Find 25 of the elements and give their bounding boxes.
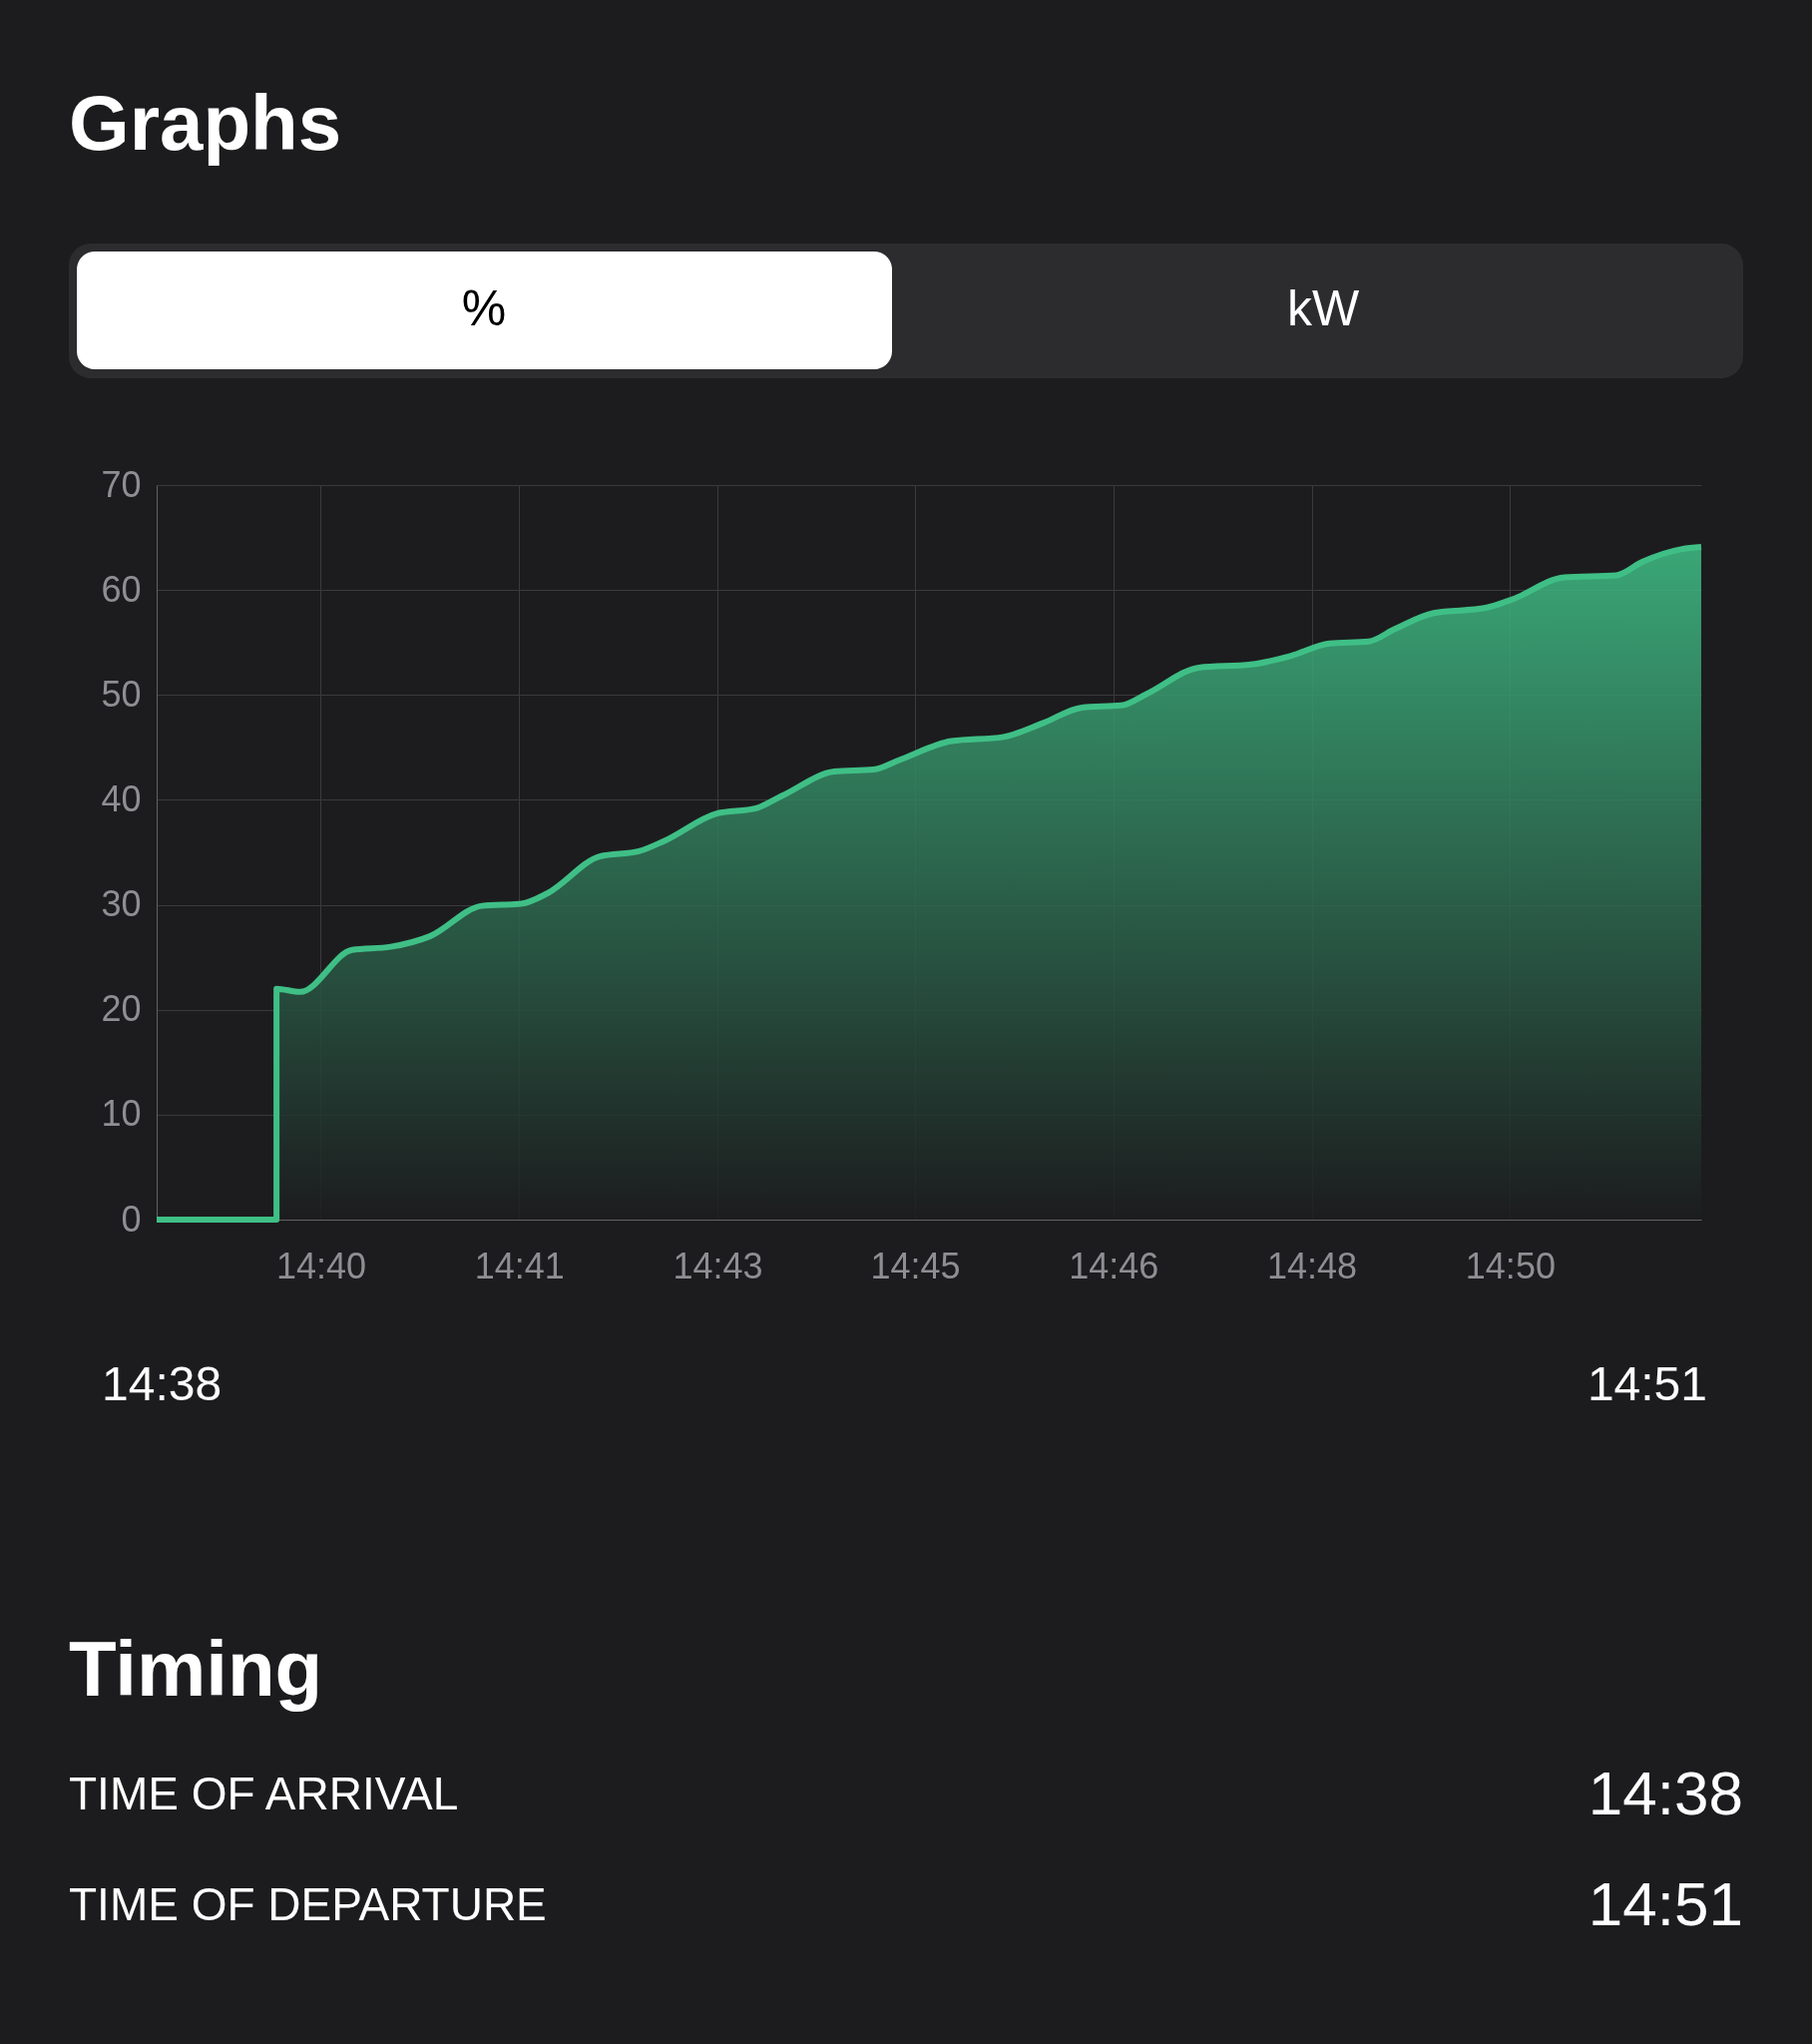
y-tick-label: 50 bbox=[101, 673, 142, 715]
y-tick-label: 60 bbox=[101, 568, 142, 610]
x-tick-label: 14:43 bbox=[673, 1245, 763, 1286]
text: 14:51 bbox=[1586, 1357, 1707, 1410]
x-tick-label: 14:45 bbox=[870, 1245, 961, 1286]
text: TIME OF ARRIVAL bbox=[69, 1768, 459, 1819]
text: Timing bbox=[69, 1625, 323, 1713]
y-tick-label: 0 bbox=[121, 1198, 142, 1240]
y-tick-label: 30 bbox=[101, 883, 142, 925]
chart-title: Graphs bbox=[69, 79, 342, 167]
x-tick-label: 14:48 bbox=[1267, 1245, 1358, 1286]
x-tick-label: 14:40 bbox=[275, 1245, 366, 1286]
y-tick-label: 20 bbox=[101, 988, 142, 1030]
text: 14:38 bbox=[1587, 1759, 1743, 1827]
y-tick-label: 40 bbox=[101, 777, 142, 819]
x-tick-label: 14:46 bbox=[1069, 1245, 1159, 1286]
y-tick-label: 70 bbox=[101, 463, 142, 505]
text: 14:38 bbox=[102, 1357, 223, 1410]
text: TIME OF DEPARTURE bbox=[69, 1878, 547, 1930]
text: kW bbox=[1286, 280, 1360, 336]
y-tick-label: 10 bbox=[101, 1093, 142, 1135]
x-tick-label: 14:50 bbox=[1465, 1245, 1556, 1286]
text: 14:51 bbox=[1587, 1869, 1743, 1938]
x-tick-label: 14:41 bbox=[474, 1245, 565, 1286]
text: % bbox=[461, 280, 507, 336]
